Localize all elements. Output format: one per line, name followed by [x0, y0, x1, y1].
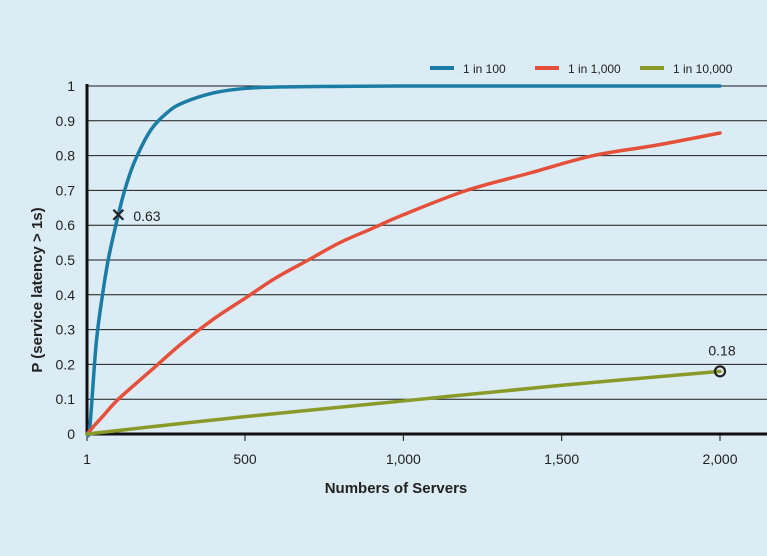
- x-tick-label: 1,000: [386, 451, 421, 467]
- y-tick-label: 0: [67, 426, 75, 442]
- series-line-1-in-10-000: [85, 369, 722, 436]
- legend-label: 1 in 1,000: [568, 62, 621, 76]
- annotations: 0.63 0.18: [112, 208, 736, 378]
- y-tick-label: 1: [67, 78, 75, 94]
- y-tick-label: 0.9: [56, 113, 76, 129]
- legend-label: 1 in 10,000: [673, 62, 733, 76]
- series-line-1-in-1-000: [85, 131, 722, 436]
- x-marker-stroke: [112, 208, 125, 221]
- y-tick-label: 0.7: [56, 182, 76, 198]
- x-tick-label: 2,000: [702, 451, 737, 467]
- legend-label: 1 in 100: [463, 62, 506, 76]
- x-axis-title: Numbers of Servers: [325, 480, 468, 497]
- y-tick-label: 0.1: [56, 391, 76, 407]
- x-tick-label: 500: [233, 451, 257, 467]
- y-axis-title: P (service latency > 1s): [29, 207, 46, 372]
- y-tick-label: 0.4: [56, 287, 76, 303]
- annotation-label: 0.18: [708, 342, 735, 358]
- annotation-label: 0.63: [133, 208, 160, 224]
- axes: 0 0.1 0.2 0.3 0.4 0.5 0.6 0.7 0.8 0.9 1 1 500 1,000 1,…: [56, 78, 767, 467]
- legend: 1 in 100 1 in 1,000 1 in 10,000: [430, 62, 733, 76]
- series-line-1-in-100: [85, 84, 722, 438]
- x-tick-label: 1: [83, 451, 91, 467]
- x-tick-label: 1,500: [544, 451, 579, 467]
- y-tick-label: 0.8: [56, 148, 76, 164]
- y-tick-label: 0.3: [56, 322, 76, 338]
- annotation-circle-marker: [713, 365, 727, 378]
- annotation-x-marker: [112, 208, 125, 221]
- y-tick-label: 0.2: [56, 356, 76, 372]
- grid-lines: [87, 85, 767, 400]
- y-tick-label: 0.5: [56, 252, 76, 268]
- series-lines: [85, 84, 722, 438]
- y-tick-label: 0.6: [56, 217, 76, 233]
